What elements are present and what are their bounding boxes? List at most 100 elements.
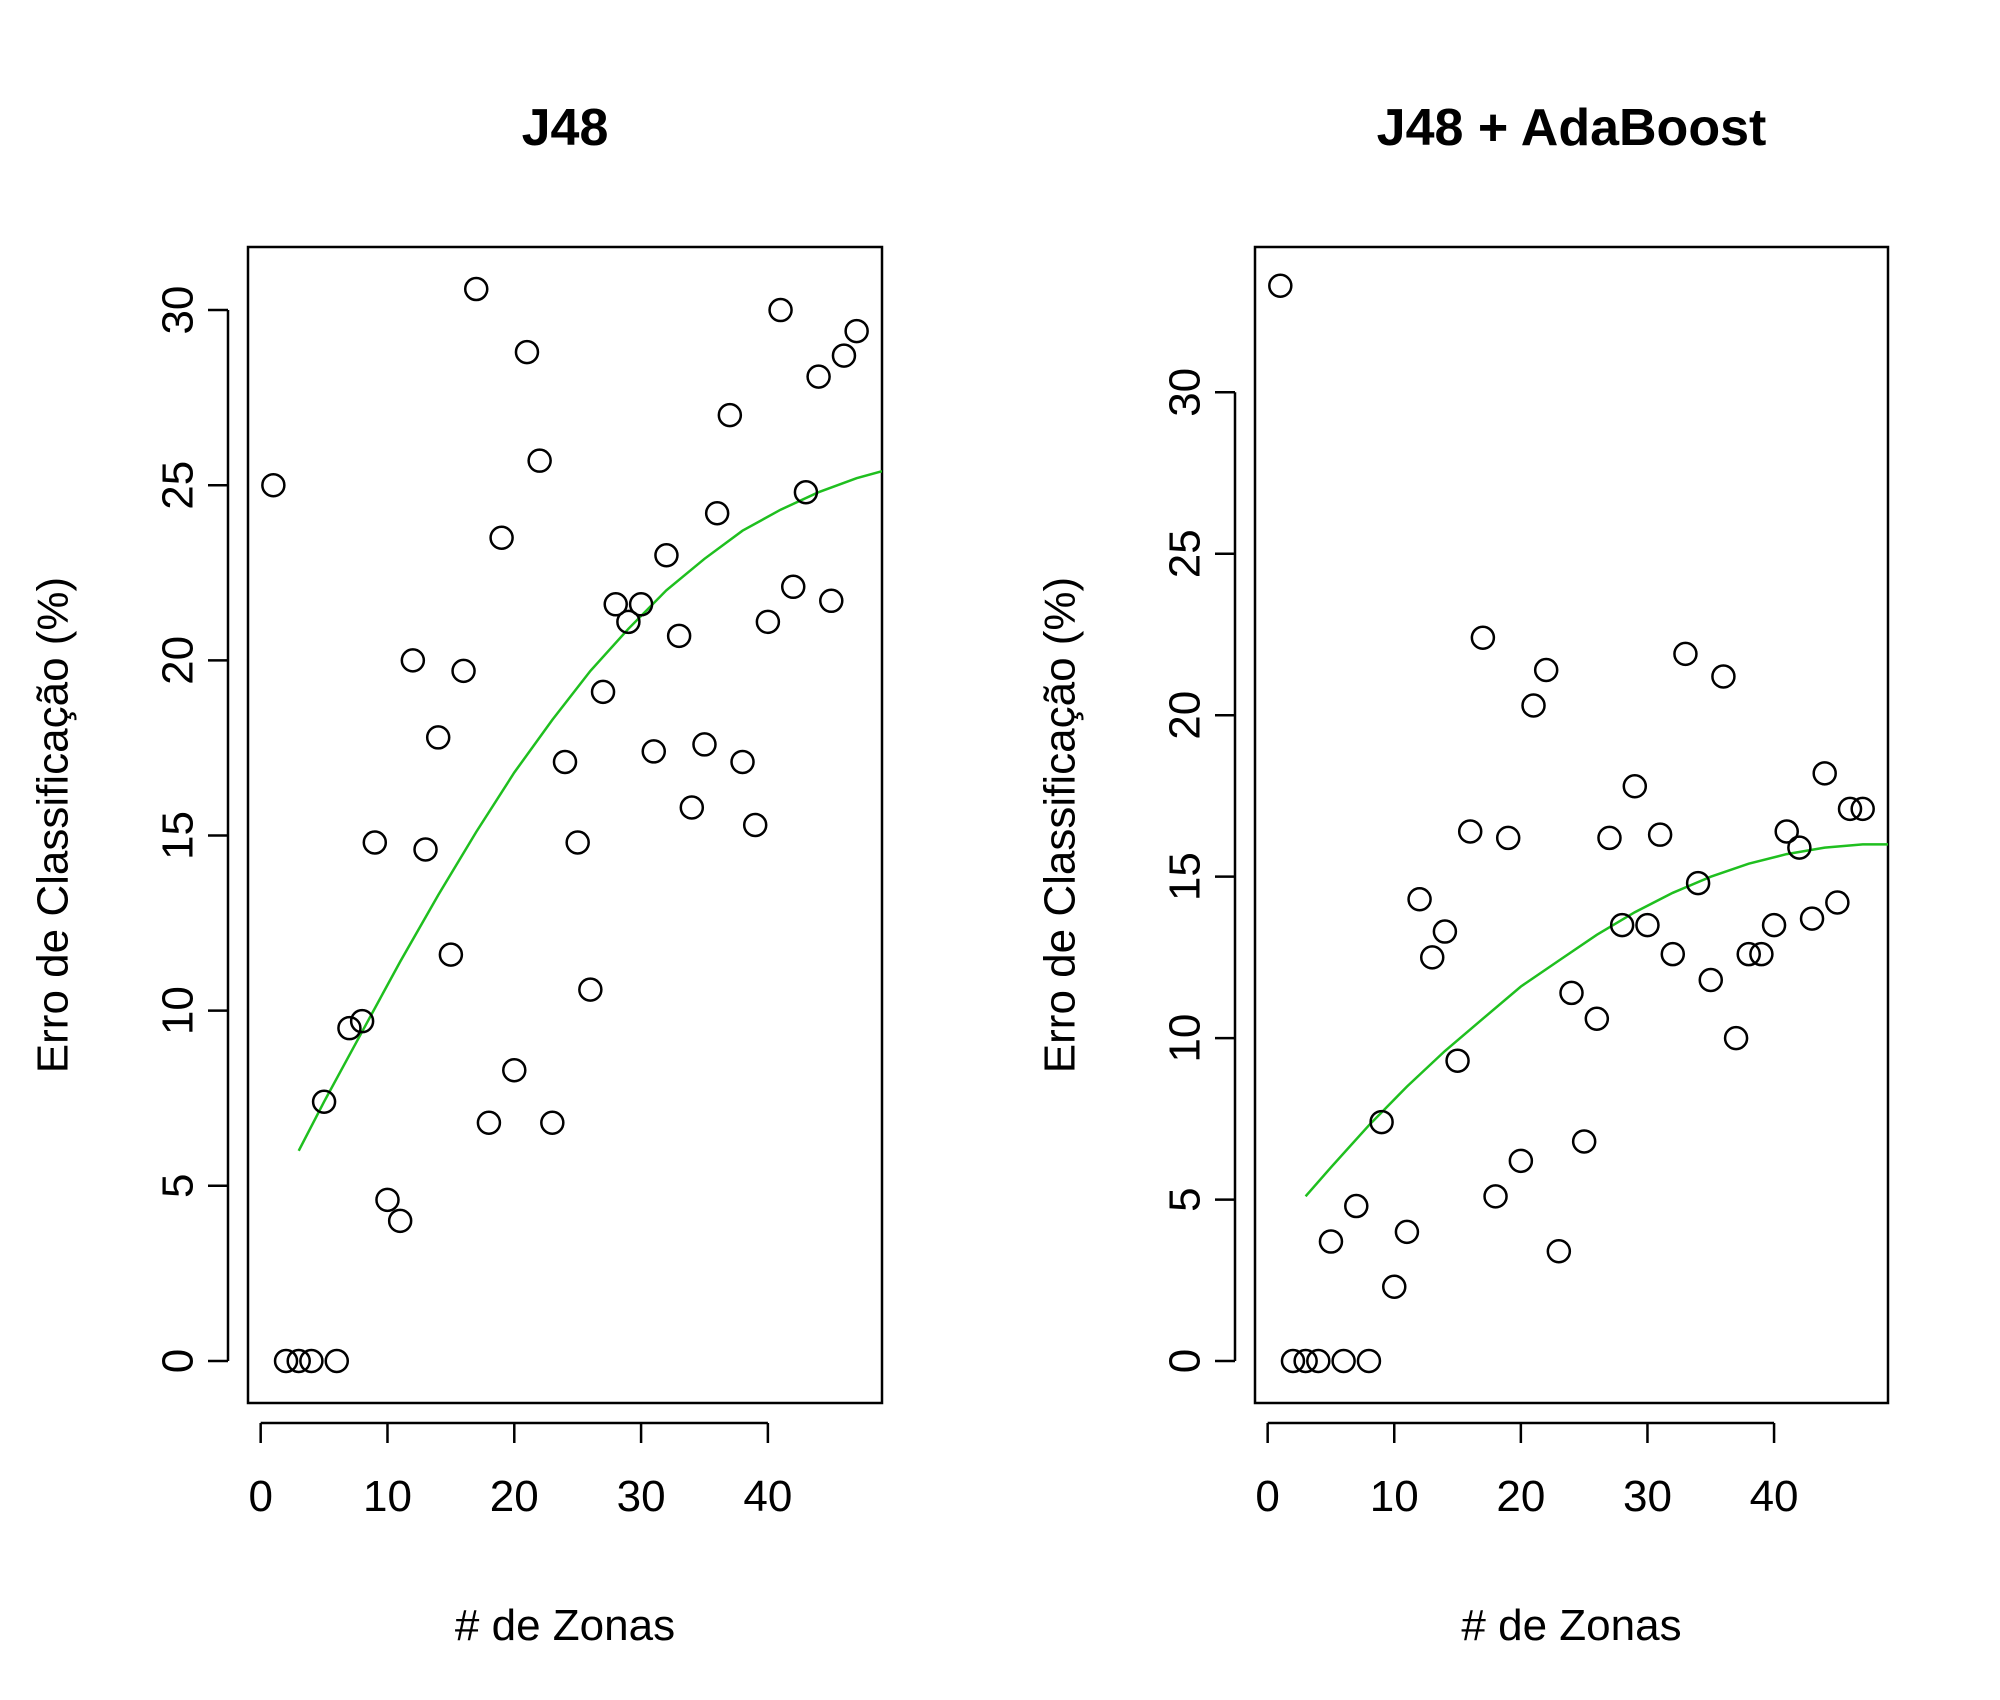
j48-y-tick-label: 15 bbox=[154, 811, 203, 860]
adaboost-data-point bbox=[1483, 1184, 1508, 1209]
j48-x-tick-label: 20 bbox=[490, 1472, 539, 1521]
adaboost-data-point bbox=[1559, 980, 1584, 1006]
j48-data-point bbox=[311, 1089, 337, 1114]
j48-data-point bbox=[590, 679, 616, 705]
j48-y-tick-label: 5 bbox=[154, 1174, 203, 1198]
j48-y-tick-label: 30 bbox=[154, 286, 203, 335]
adaboost-data-point bbox=[1407, 887, 1432, 912]
adaboost-data-point bbox=[1812, 761, 1837, 786]
j48-data-point bbox=[565, 830, 590, 855]
adaboost-data-point bbox=[1306, 1348, 1331, 1374]
adaboost-x-tick-label: 20 bbox=[1496, 1472, 1545, 1521]
j48-data-point bbox=[806, 364, 831, 389]
adaboost-data-point bbox=[1774, 819, 1799, 844]
adaboost-data-point bbox=[1799, 906, 1825, 931]
adaboost-data-point bbox=[1382, 1274, 1407, 1300]
j48-data-point bbox=[641, 739, 667, 764]
adaboost-data-point bbox=[1268, 273, 1293, 298]
adaboost-y-tick-label: 30 bbox=[1161, 368, 1210, 417]
j48-data-point bbox=[273, 1348, 299, 1374]
j48-x-tick-label: 0 bbox=[248, 1472, 272, 1521]
j48-y-tick-label: 10 bbox=[154, 986, 203, 1035]
j48-data-point bbox=[666, 623, 692, 649]
adaboost-panel: J48 + AdaBoost 0 10 20 30 40 0 5 10 15 20 25 30 # de … bbox=[1036, 99, 1890, 1650]
j48-data-point bbox=[540, 1110, 565, 1136]
j48-data-point bbox=[451, 658, 476, 684]
j48-data-point bbox=[819, 588, 844, 614]
j48-data-point bbox=[704, 500, 730, 526]
j48-data-point bbox=[387, 1208, 413, 1234]
j48-data-point bbox=[717, 402, 743, 428]
j48-data-point bbox=[578, 977, 603, 1002]
adaboost-data-point bbox=[1457, 819, 1483, 844]
adaboost-data-point bbox=[1419, 945, 1445, 970]
adaboost-data-point bbox=[1673, 641, 1698, 667]
j48-data-point bbox=[616, 609, 641, 635]
adaboost-y-tick-label: 20 bbox=[1161, 691, 1210, 740]
adaboost-data-point bbox=[1723, 1025, 1749, 1051]
adaboost-data-point bbox=[1546, 1238, 1572, 1264]
j48-data-point bbox=[349, 1008, 375, 1034]
adaboost-data-point bbox=[1495, 825, 1521, 851]
adaboost-data-point bbox=[1698, 967, 1724, 993]
j48-data-point bbox=[692, 732, 717, 757]
adaboost-plot-frame bbox=[1253, 245, 1890, 1405]
j48-data-point bbox=[438, 942, 464, 967]
j48-y-axis-label: Erro de Classificação (%) bbox=[29, 577, 78, 1073]
adaboost-x-tick-label: 30 bbox=[1623, 1472, 1672, 1521]
adaboost-data-point bbox=[1609, 912, 1635, 938]
adaboost-x-tick-label: 40 bbox=[1750, 1472, 1799, 1521]
adaboost-data-point bbox=[1761, 912, 1787, 938]
adaboost-data-point bbox=[1445, 1048, 1470, 1073]
j48-title: J48 bbox=[522, 99, 609, 157]
j48-data-point bbox=[742, 812, 768, 838]
j48-data-point bbox=[628, 592, 654, 617]
adaboost-data-point bbox=[1356, 1348, 1382, 1374]
j48-data-point bbox=[654, 543, 679, 568]
j48-x-tick-label: 40 bbox=[743, 1472, 792, 1521]
j48-data-point bbox=[463, 276, 489, 302]
j48-data-point bbox=[425, 725, 451, 750]
j48-panel: J48 0 10 20 30 40 0 5 10 15 20 25 30 # de Zonas Erro d… bbox=[29, 99, 884, 1650]
j48-data-point bbox=[768, 297, 793, 323]
adaboost-title: J48 + AdaBoost bbox=[1377, 99, 1767, 157]
j48-data-point bbox=[299, 1348, 324, 1374]
adaboost-x-axis-label: # de Zonas bbox=[1461, 1601, 1681, 1650]
adaboost-x-tick-label: 0 bbox=[1255, 1472, 1279, 1521]
j48-x-tick-label: 10 bbox=[363, 1472, 412, 1521]
j48-data-point bbox=[502, 1057, 527, 1083]
j48-y-tick-label: 20 bbox=[154, 636, 203, 685]
adaboost-data-point bbox=[1635, 912, 1660, 938]
j48-data-point bbox=[552, 749, 578, 775]
j48-data-point bbox=[527, 448, 552, 473]
adaboost-data-point bbox=[1647, 822, 1673, 847]
j48-x-tick-label: 30 bbox=[617, 1472, 666, 1521]
j48-data-point bbox=[286, 1348, 311, 1374]
adaboost-data-point bbox=[1369, 1109, 1394, 1135]
adaboost-data-point bbox=[1344, 1193, 1369, 1219]
adaboost-data-point bbox=[1470, 625, 1496, 650]
adaboost-trend-line bbox=[1304, 843, 1888, 1198]
adaboost-y-tick-label: 25 bbox=[1161, 529, 1210, 578]
j48-data-point bbox=[755, 609, 781, 635]
adaboost-data-point bbox=[1331, 1348, 1356, 1374]
j48-data-point bbox=[793, 479, 819, 505]
adaboost-y-tick-label: 0 bbox=[1161, 1349, 1210, 1373]
j48-data-point bbox=[489, 525, 514, 551]
j48-x-axis-label: # de Zonas bbox=[455, 1601, 675, 1650]
adaboost-y-tick-label: 5 bbox=[1161, 1187, 1210, 1211]
adaboost-data-point bbox=[1685, 870, 1711, 896]
j48-data-point bbox=[375, 1187, 400, 1213]
adaboost-y-tick-label: 10 bbox=[1161, 1014, 1210, 1063]
j48-y-tick-label: 25 bbox=[154, 461, 203, 510]
adaboost-data-point bbox=[1660, 941, 1686, 967]
j48-data-point bbox=[400, 648, 426, 673]
adaboost-data-point bbox=[1394, 1219, 1420, 1245]
j48-data-point bbox=[844, 318, 869, 344]
adaboost-data-point bbox=[1850, 796, 1875, 822]
j48-data-point bbox=[476, 1110, 502, 1136]
adaboost-y-tick-label: 15 bbox=[1161, 852, 1210, 901]
adaboost-data-point bbox=[1787, 835, 1812, 860]
j48-data-point bbox=[780, 574, 806, 600]
